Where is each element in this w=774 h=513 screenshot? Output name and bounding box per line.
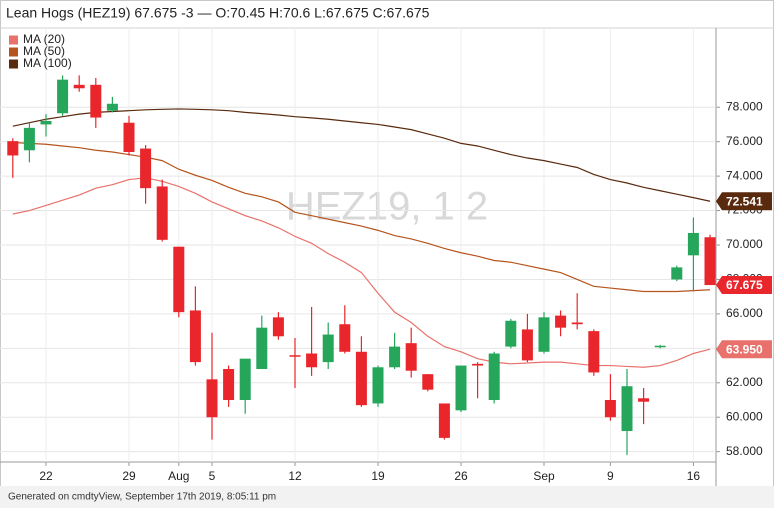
candle-body — [638, 398, 650, 402]
candle-body — [555, 315, 567, 328]
candle-body — [156, 186, 168, 240]
x-tick-label: Sep — [533, 469, 555, 483]
candle-body — [588, 331, 600, 373]
candle-body — [538, 317, 550, 352]
legend-label: MA (50) — [23, 44, 65, 58]
candle-body — [621, 386, 633, 431]
candle-body — [687, 232, 699, 256]
x-tick-label: 19 — [371, 469, 385, 483]
candle-body — [455, 365, 467, 411]
price-label: 63.950 — [726, 342, 763, 356]
candle-body — [704, 237, 716, 286]
y-tick-label: 60.000 — [726, 409, 763, 423]
candle-body — [389, 346, 401, 368]
candle-body — [256, 327, 268, 369]
x-tick-label: 5 — [209, 469, 216, 483]
candle-body — [239, 358, 251, 400]
candle-body — [223, 369, 235, 400]
candle-body — [123, 122, 135, 152]
y-tick-label: 74.000 — [726, 168, 763, 182]
candle-body — [306, 353, 318, 368]
chart-title: Lean Hogs (HEZ19) 67.675 -3 — O:70.45 H:… — [6, 5, 430, 21]
candle-body — [505, 320, 517, 347]
price-label-box — [716, 276, 772, 295]
candle-body — [422, 374, 434, 390]
y-tick-label: 62.000 — [726, 375, 763, 389]
candle-body — [106, 103, 118, 111]
candle-body — [405, 343, 417, 371]
x-tick-label: 29 — [122, 469, 136, 483]
x-tick-label: 26 — [454, 469, 468, 483]
legend-swatch — [9, 59, 18, 69]
candle-body — [521, 329, 533, 361]
watermark: HEZ19, 1 2 — [286, 185, 488, 229]
candle-body — [571, 322, 583, 325]
candle-body — [57, 79, 69, 114]
candle-body — [272, 317, 284, 337]
candle-body — [90, 84, 102, 118]
candle-body — [23, 127, 35, 151]
candle-body — [438, 403, 450, 438]
candle-body — [372, 367, 384, 404]
candle-body — [604, 400, 616, 418]
x-tick-label: 16 — [687, 469, 701, 483]
candle-body — [206, 379, 218, 418]
candle-body — [189, 310, 201, 363]
legend-swatch — [9, 47, 18, 57]
candle-body — [654, 345, 666, 348]
price-label: 72.541 — [726, 194, 763, 208]
candle-body — [355, 351, 367, 406]
y-tick-label: 58.000 — [726, 444, 763, 458]
candle-body — [40, 121, 52, 125]
candle-body — [322, 334, 334, 363]
candle-body — [73, 84, 85, 89]
footer-text: Generated on cmdtyView, September 17th 2… — [8, 492, 276, 503]
x-tick-label: Aug — [168, 469, 189, 483]
candle-body — [173, 246, 185, 313]
candle-body — [671, 267, 683, 280]
candle-body — [140, 148, 152, 189]
legend-label: MA (100) — [23, 56, 72, 70]
candle-body — [472, 363, 484, 366]
y-tick-label: 66.000 — [726, 306, 763, 320]
legend-label: MA (20) — [23, 32, 65, 46]
y-tick-label: 78.000 — [726, 99, 763, 113]
legend-swatch — [9, 35, 18, 45]
candle-body — [488, 353, 500, 400]
x-tick-label: 22 — [39, 469, 53, 483]
ma-line — [12, 108, 711, 202]
price-label-box — [716, 340, 772, 359]
candle-body — [7, 141, 19, 156]
y-tick-label: 70.000 — [726, 237, 763, 251]
y-tick-label: 76.000 — [726, 134, 763, 148]
x-tick-label: 9 — [607, 469, 614, 483]
price-label: 67.675 — [726, 278, 763, 292]
price-label-box — [716, 192, 772, 211]
candle-body — [339, 324, 351, 352]
x-tick-label: 12 — [288, 469, 302, 483]
footer-bar — [0, 486, 774, 508]
candle-body — [289, 355, 301, 357]
